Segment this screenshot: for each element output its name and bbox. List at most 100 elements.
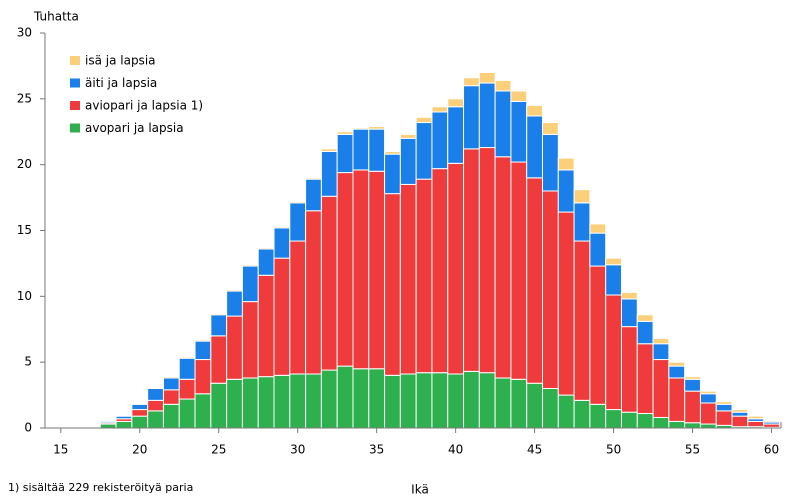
bar-segment	[573, 189, 591, 204]
bar-segment	[620, 291, 638, 300]
x-tick-label: 50	[606, 443, 621, 457]
bar-segment	[289, 201, 307, 204]
bar-segment	[542, 190, 559, 389]
bar-segment	[178, 398, 196, 429]
bar-segment	[147, 387, 164, 390]
bar-segment	[99, 423, 117, 429]
bar-segment	[273, 374, 291, 429]
bar-segment	[494, 79, 512, 92]
bar-segment	[415, 372, 433, 429]
x-tick-label: 20	[132, 443, 147, 457]
bar-segment	[241, 265, 259, 303]
bar-segment	[257, 248, 275, 276]
bar-segment	[652, 337, 670, 345]
bar-segment	[368, 170, 386, 370]
x-axis-label: Ikä	[411, 483, 429, 497]
x-tick-label: 15	[53, 443, 68, 457]
bar-segment	[526, 177, 544, 384]
bar-segment	[147, 410, 164, 429]
bar-segment	[336, 365, 354, 429]
bar-segment	[352, 368, 370, 429]
bar-segment	[147, 399, 164, 412]
bar-segment	[399, 133, 417, 139]
bar-segment	[605, 264, 622, 296]
bar-segment	[162, 377, 180, 391]
legend-label: aviopari ja lapsia 1)	[85, 99, 203, 113]
bar-segment	[399, 183, 417, 375]
bar-segment	[241, 264, 259, 267]
bar-segment	[241, 377, 259, 429]
bar-segment	[368, 128, 386, 172]
legend-swatch	[70, 101, 80, 110]
bar-segment	[510, 378, 528, 429]
bar-segment	[731, 409, 749, 413]
bar-segment	[731, 411, 749, 417]
bar-segment	[257, 376, 275, 429]
bar-segment	[463, 77, 480, 87]
bar-segment	[320, 195, 338, 371]
bar-segment	[99, 420, 117, 424]
bar-segment	[289, 240, 307, 375]
bar-segment	[620, 298, 638, 328]
bar-segment	[399, 373, 417, 429]
bar-segment	[431, 168, 449, 374]
bar-segment	[241, 301, 259, 379]
bar-segment	[131, 415, 149, 429]
bar-segment	[257, 247, 275, 250]
bar-segment	[463, 148, 480, 372]
bar-segment	[636, 413, 654, 429]
bar-segment	[620, 326, 638, 413]
bar-segment	[194, 339, 212, 342]
bar-segment	[305, 210, 322, 375]
bar-segment	[257, 274, 275, 378]
bar-segment	[463, 370, 480, 429]
bar-segment	[605, 257, 622, 266]
bar-segment	[115, 414, 133, 417]
y-tick-label: 10	[17, 289, 32, 303]
bar-segment	[226, 315, 243, 380]
bar-segment	[526, 104, 544, 117]
y-tick-label: 20	[17, 157, 32, 171]
bar-segment	[573, 202, 591, 242]
bar-segment	[384, 153, 401, 195]
bar-segment	[478, 372, 496, 429]
x-tick-label: 40	[448, 443, 463, 457]
bar-segment	[131, 403, 149, 405]
bar-segment	[384, 374, 401, 429]
bar-segment	[415, 178, 433, 374]
bar-segment	[494, 156, 512, 379]
bar-segment	[147, 388, 164, 401]
bar-segment	[305, 178, 322, 212]
bar-segment	[273, 257, 291, 376]
bar-segment	[605, 294, 622, 411]
bar-segment	[210, 382, 228, 429]
bar-segment	[273, 227, 291, 259]
bar-segment	[431, 106, 449, 113]
bar-segment	[731, 415, 749, 428]
bar-segment	[684, 422, 701, 429]
bar-segment	[684, 390, 701, 424]
bar-segment	[573, 399, 591, 429]
bar-segment	[178, 378, 196, 400]
bar-segment	[668, 361, 686, 367]
bar-segment	[447, 373, 465, 429]
bar-segment	[542, 133, 559, 192]
y-tick-label: 25	[17, 91, 32, 105]
bar-segment	[162, 389, 180, 405]
bar-segment	[652, 416, 670, 429]
bar-segment	[320, 148, 338, 153]
bar-segment	[289, 202, 307, 242]
bar-segment	[352, 127, 370, 130]
bar-segment	[226, 289, 243, 292]
bar-segment	[715, 403, 733, 412]
bar-segment	[478, 147, 496, 374]
bar-segment	[384, 151, 401, 155]
bar-segment	[684, 378, 701, 392]
bar-segment	[715, 401, 733, 405]
bar-segment	[115, 420, 133, 429]
bar-segment	[178, 356, 196, 359]
bar-segment	[336, 131, 354, 135]
bar-segment	[289, 373, 307, 429]
bar-segment	[652, 343, 670, 361]
bar-segment	[699, 402, 717, 425]
